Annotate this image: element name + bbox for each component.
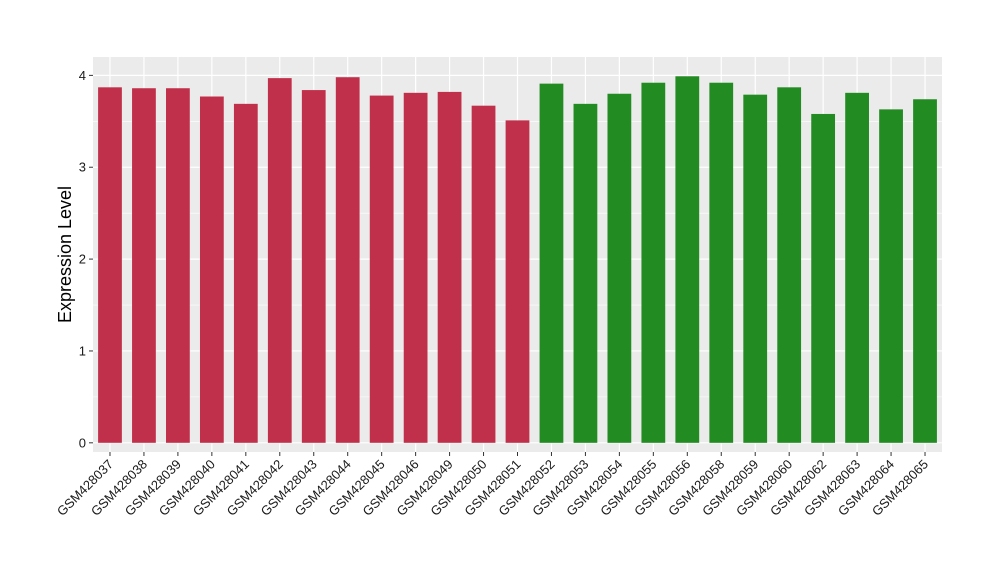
bar-GSM428050: [471, 105, 496, 443]
bar-GSM428060: [777, 87, 802, 443]
bar-GSM428058: [709, 82, 734, 443]
bar-GSM428045: [369, 95, 394, 443]
bar-GSM428056: [675, 76, 700, 443]
bar-GSM428040: [199, 96, 224, 443]
bar-GSM428055: [641, 82, 666, 443]
bar-GSM428063: [845, 92, 869, 443]
bar-GSM428052: [539, 83, 564, 443]
bar-GSM428043: [301, 90, 326, 443]
bars-group: [98, 76, 937, 443]
bar-GSM428039: [166, 88, 190, 443]
bar-GSM428049: [437, 91, 462, 443]
bar-GSM428054: [607, 93, 632, 443]
bar-GSM428042: [267, 78, 292, 443]
bar-GSM428041: [233, 103, 258, 443]
y-tick-label: 0: [79, 435, 86, 450]
bar-GSM428038: [132, 88, 156, 443]
y-axis-title: Expression Level: [55, 186, 75, 323]
y-tick-label: 2: [79, 252, 86, 267]
y-tick-label: 3: [79, 160, 86, 175]
bar-GSM428046: [403, 92, 428, 443]
bar-GSM428064: [879, 109, 903, 443]
x-axis: GSM428037GSM428038GSM428039GSM428040GSM4…: [54, 452, 931, 519]
bar-GSM428037: [98, 87, 122, 443]
y-tick-label: 4: [79, 68, 86, 83]
bar-GSM428053: [573, 103, 598, 443]
bar-GSM428051: [505, 120, 530, 443]
bar-GSM428059: [743, 94, 768, 443]
y-axis: 0 1 2 3 4: [79, 68, 93, 450]
y-tick-label: 1: [79, 343, 86, 358]
bar-GSM428044: [335, 77, 360, 443]
bar-GSM428065: [913, 99, 937, 443]
bar-GSM428062: [811, 113, 836, 443]
